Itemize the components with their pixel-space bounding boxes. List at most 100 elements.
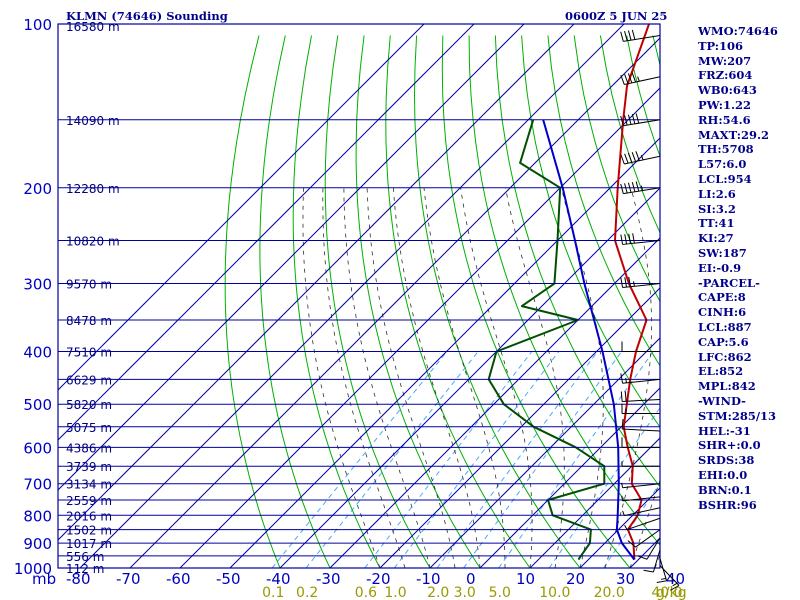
wind-barb: [620, 233, 661, 245]
mixing-ratio-label: 0.6: [355, 585, 377, 600]
wind-barb-feather: [621, 495, 624, 501]
index-item: PW:1.22: [698, 97, 752, 112]
wind-barb-feather: [625, 377, 628, 383]
sounding-title: KLMN (74646) Sounding: [66, 9, 228, 23]
dry-adiabat-line: [224, 35, 281, 568]
wind-barb-staff: [623, 119, 661, 127]
height-label: 556 m: [66, 550, 104, 564]
wind-barb-staff: [646, 537, 661, 560]
plot-area: [58, 24, 800, 580]
wind-barb-feather: [631, 114, 636, 124]
wind-barb: [620, 181, 661, 195]
wind-barb-feather: [627, 540, 636, 548]
index-item: SI:3.2: [698, 201, 736, 216]
wind-barb-staff: [622, 239, 661, 245]
index-item: EI:-0.9: [698, 260, 742, 275]
wind-barb-feather: [622, 510, 625, 516]
parcel-trace: [542, 119, 636, 561]
wind-barb: [621, 461, 660, 467]
wind-barb-feather: [624, 31, 628, 41]
wind-barb: [622, 507, 661, 517]
pressure-tick-label: 100: [23, 16, 52, 34]
wind-barb-staff: [623, 187, 661, 195]
moist-adiabat-line: [505, 187, 565, 568]
wind-barb-feather: [620, 74, 625, 85]
temperature-tick-label: 30: [616, 570, 635, 588]
wind-barb-staff: [622, 378, 661, 384]
index-item: TP:106: [698, 38, 744, 53]
moist-adiabat-line: [366, 187, 456, 568]
wind-barb: [620, 373, 661, 384]
wind-barb: [620, 151, 661, 165]
pressure-tick-label: 300: [23, 276, 52, 294]
mixing-ratio-label: 20.0: [594, 585, 625, 600]
dewpoint-trace: [487, 119, 606, 561]
wind-barb: [620, 72, 661, 86]
wind-barb-feather: [632, 233, 635, 244]
isotherm-line: [58, 24, 425, 391]
mixing-ratio-unit: g/kg: [656, 585, 687, 600]
mixing-ratio-label: 10.0: [539, 585, 570, 600]
wind-barb: [643, 549, 661, 573]
index-item: BSHR:96: [698, 497, 757, 512]
index-item: WB0:643: [698, 83, 757, 98]
index-item: CAPE:8: [698, 290, 746, 305]
height-label: 5820 m: [66, 398, 112, 412]
isotherm-line: [179, 87, 660, 568]
mixing-ratio-line: [393, 351, 560, 568]
wind-barb: [621, 403, 660, 415]
index-item: STM:285/13: [698, 408, 777, 423]
wind-barb-staff: [624, 155, 661, 165]
wind-barb: [621, 495, 661, 502]
wind-barb-feather: [624, 183, 628, 194]
wind-barb-feather: [620, 234, 624, 245]
dry-adiabat-line: [468, 35, 660, 546]
mixing-ratio-label: 40.0: [651, 585, 682, 600]
sounding-time: 0600Z 5 JUN 25: [565, 9, 668, 23]
wind-barb-feather: [624, 525, 628, 530]
wind-barb-feather: [631, 72, 637, 83]
wind-barb-feather: [635, 181, 640, 192]
wind-barb-feather: [620, 115, 624, 126]
wind-barb-staff: [652, 549, 661, 573]
wind-barb-feather: [620, 183, 624, 194]
wind-barb-feather: [624, 74, 629, 84]
wind-barb: [621, 419, 661, 432]
isotherm-line: [379, 287, 660, 568]
mixing-ratio-label: 0.1: [262, 585, 284, 600]
wind-barb-feather: [672, 582, 678, 587]
dry-adiabat-line: [784, 36, 800, 580]
index-item: CAP:5.6: [698, 334, 749, 349]
wind-barb-feather: [670, 584, 680, 591]
wind-barb-feather: [624, 234, 628, 245]
wind-barb: [627, 529, 661, 548]
height-label: 14090 m: [66, 114, 120, 128]
mixing-ratio-label: 5.0: [489, 585, 511, 600]
temperature-tick-label: -80: [66, 570, 91, 588]
dry-adiabat-line: [355, 35, 481, 568]
wind-barb-staff: [626, 517, 661, 531]
wind-barb-staff: [622, 398, 661, 402]
index-item: LI:2.6: [698, 186, 736, 201]
dry-adiabat-line: [292, 35, 381, 568]
wind-barb-feather: [635, 113, 640, 124]
index-item: LCL:954: [698, 171, 752, 186]
wind-barb: [656, 558, 668, 584]
index-item: -WIND-: [698, 393, 746, 408]
index-item: SW:187: [698, 245, 747, 260]
isotherm-line: [429, 337, 660, 568]
height-label: 6629 m: [66, 373, 112, 387]
height-label: 9570 m: [66, 278, 112, 292]
index-item: SRDS:38: [698, 453, 755, 468]
height-label: 2559 m: [66, 494, 112, 508]
wind-barb-feather: [621, 482, 624, 488]
wind-barb: [624, 517, 661, 531]
index-item: HEL:-31: [698, 423, 751, 438]
temperature-tick-label: -60: [166, 570, 191, 588]
wind-barb-feather: [643, 569, 654, 573]
dry-adiabat-line: [573, 35, 660, 303]
pressure-tick-label: 1000: [14, 560, 52, 578]
wind-barb: [621, 437, 660, 448]
wind-barb-staff: [622, 428, 661, 432]
index-item: TH:5708: [698, 142, 754, 157]
